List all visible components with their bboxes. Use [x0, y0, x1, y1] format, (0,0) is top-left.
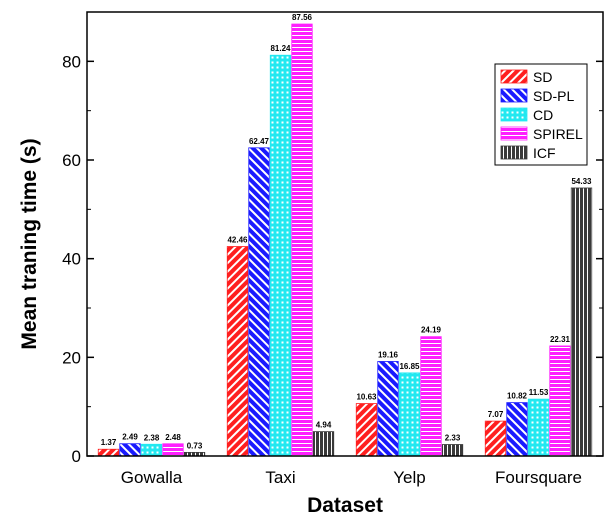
- bar-sd-yelp: [355, 403, 378, 457]
- value-label: 0.73: [187, 441, 203, 450]
- bar-cd-taxi: [269, 54, 292, 457]
- bar-sd-foursquare: [484, 420, 507, 457]
- plot-frame: [86, 11, 604, 457]
- bar-spirel-taxi: [291, 23, 313, 457]
- bar-spirel-foursquare: [549, 345, 571, 457]
- legend-swatch-cd: [500, 107, 528, 122]
- legend-swatch-sd-pl: [500, 88, 528, 103]
- bar-spirel-yelp: [420, 336, 442, 457]
- bar-icf-yelp: [441, 444, 464, 457]
- value-label: 54.33: [571, 177, 592, 186]
- value-label: 1.37: [101, 438, 117, 447]
- x-tick-label: Gowalla: [121, 468, 183, 487]
- x-tick-label: Taxi: [265, 468, 295, 487]
- x-tick-label: Yelp: [393, 468, 425, 487]
- x-axis: Gowalla Taxi Yelp Foursquare: [121, 468, 582, 487]
- legend-label-cd: CD: [533, 107, 553, 123]
- value-label: 2.38: [144, 433, 160, 442]
- bar-sd-pl-gowalla: [119, 443, 141, 457]
- value-label: 19.16: [378, 350, 399, 359]
- y-tick-label: 20: [62, 348, 81, 367]
- y-tick-label: 80: [62, 52, 81, 71]
- value-label: 10.82: [507, 392, 528, 401]
- bar-sd-gowalla: [97, 448, 120, 457]
- bar-cd-yelp: [398, 372, 421, 457]
- value-label: 11.53: [529, 388, 549, 397]
- legend: SD SD-PL CD SPIREL ICF: [494, 63, 588, 166]
- bar-cd-foursquare: [527, 398, 550, 457]
- value-label: 7.07: [488, 410, 504, 419]
- value-label: 24.19: [421, 326, 442, 335]
- y-axis: 0 20 40 60 80: [62, 52, 603, 466]
- value-label: 42.46: [227, 236, 248, 245]
- x-tick-label: Foursquare: [495, 468, 582, 487]
- bar-spirel-gowalla: [162, 443, 184, 457]
- value-label: 22.31: [550, 335, 571, 344]
- y-tick-label: 60: [62, 151, 81, 170]
- value-label: 4.94: [316, 421, 332, 430]
- value-label: 2.33: [445, 434, 461, 443]
- legend-swatch-icf: [500, 145, 528, 160]
- value-label: 10.63: [356, 393, 377, 402]
- y-axis-title: Mean traning time (s): [18, 138, 41, 349]
- bar-sd-pl-foursquare: [506, 402, 528, 457]
- bar-icf-taxi: [312, 431, 335, 457]
- bar-icf-foursquare: [570, 187, 593, 457]
- value-label: 87.56: [292, 13, 313, 22]
- bar-sd-pl-taxi: [248, 147, 270, 457]
- bar-cd-gowalla: [140, 443, 163, 457]
- bar-sd-pl-yelp: [377, 361, 399, 457]
- legend-label-icf: ICF: [533, 145, 556, 161]
- value-label: 2.49: [122, 433, 138, 442]
- legend-swatch-spirel: [500, 126, 528, 141]
- y-tick-label: 0: [72, 447, 81, 466]
- legend-label-spirel: SPIREL: [533, 126, 583, 142]
- legend-label-sd-pl: SD-PL: [533, 88, 574, 104]
- value-label: 2.48: [165, 433, 181, 442]
- value-label: 81.24: [270, 44, 291, 53]
- y-tick-label: 40: [62, 250, 81, 269]
- legend-label-sd: SD: [533, 69, 552, 85]
- legend-swatch-sd: [500, 69, 528, 84]
- value-labels-group: 1.37 2.49 2.38 2.48 0.73 42.46 62.47 81.24 87.56…: [101, 13, 592, 450]
- value-label: 62.47: [249, 137, 270, 146]
- bar-sd-taxi: [226, 246, 249, 457]
- value-label: 16.85: [399, 362, 420, 371]
- x-axis-title: Dataset: [307, 494, 383, 517]
